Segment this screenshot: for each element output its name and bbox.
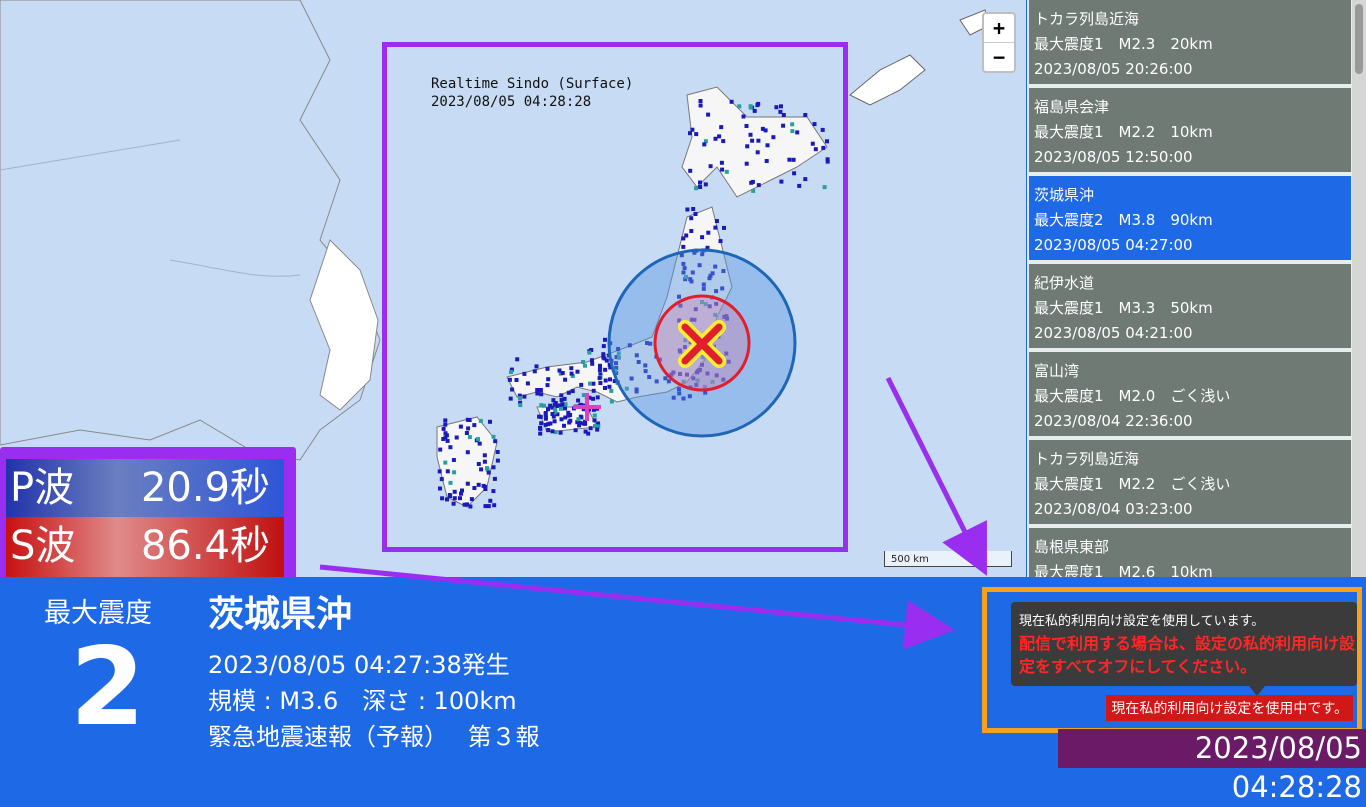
estimated-point-marker	[573, 393, 601, 421]
list-item-region: トカラ列島近海	[1034, 450, 1140, 468]
list-item[interactable]: 富山湾 最大震度1 M2.0 ごく浅い 2023/08/04 22:36:00	[1029, 352, 1351, 436]
list-item-time: 2023/08/05 04:27:00	[1034, 236, 1193, 254]
p-wave-value: 20.9秒	[140, 465, 270, 511]
list-item-detail: 最大震度1 M2.6 10km	[1034, 563, 1213, 577]
list-item-region: 福島県会津	[1034, 98, 1110, 116]
max-intensity-label: 最大震度	[44, 598, 152, 629]
list-item-time: 2023/08/05 04:21:00	[1034, 324, 1193, 342]
list-item-region: 島根県東部	[1034, 538, 1110, 556]
list-item-detail: 最大震度1 M2.2 ごく浅い	[1034, 475, 1231, 493]
list-item-detail: 最大震度2 M3.8 90km	[1034, 211, 1213, 229]
s-wave-label: S波	[10, 523, 76, 569]
list-item-detail: 最大震度1 M2.3 20km	[1034, 35, 1213, 53]
zoom-in-button[interactable]: +	[992, 16, 1006, 40]
private-use-badge: 現在私的利用向け設定を使用中です。	[1106, 695, 1353, 721]
report-number: 緊急地震速報（予報） 第３報	[208, 723, 540, 751]
zoom-control: + −	[982, 12, 1016, 73]
s-wave-row: S波 86.4秒	[6, 517, 284, 577]
list-item-detail: 最大震度1 M2.0 ごく浅い	[1034, 387, 1231, 405]
p-wave-label: P波	[10, 465, 75, 511]
epicenter-mark	[678, 320, 726, 368]
notice-warning: 配信で利用する場合は、設定の私的利用向け設定をすべてオフにしてください。	[1019, 634, 1356, 676]
private-use-notice: 現在私的利用向け設定を使用しています。 配信で利用する場合は、設定の私的利用向け…	[982, 587, 1362, 733]
list-item-selected[interactable]: 茨城県沖 最大震度2 M3.8 90km 2023/08/05 04:27:00	[1029, 176, 1351, 260]
list-item-time: 2023/08/05 20:26:00	[1034, 60, 1193, 78]
base-map	[0, 0, 991, 461]
realtime-shindo-panel: Realtime Sindo (Surface) 2023/08/05 04:2…	[382, 42, 848, 552]
japan-map	[436, 86, 830, 509]
list-scrollbar[interactable]	[1352, 0, 1366, 577]
notice-line: 現在私的利用向け設定を使用しています。	[1019, 614, 1265, 629]
list-item-time: 2023/08/04 03:23:00	[1034, 500, 1193, 518]
max-intensity-value: 2	[70, 625, 146, 750]
magnitude-depth: 規模 : M3.6 深さ : 100km	[208, 687, 517, 715]
quake-list[interactable]: トカラ列島近海 最大震度1 M2.3 20km 2023/08/05 20:26…	[1027, 0, 1366, 577]
list-item-detail: 最大震度1 M2.2 10km	[1034, 123, 1213, 141]
list-item-region: 茨城県沖	[1034, 186, 1095, 204]
list-item-region: 富山湾	[1034, 362, 1080, 380]
list-item-detail: 最大震度1 M3.3 50km	[1034, 299, 1213, 317]
list-item[interactable]: 福島県会津 最大震度1 M2.2 10km 2023/08/05 12:50:0…	[1029, 88, 1351, 172]
list-item-time: 2023/08/05 12:50:00	[1034, 148, 1193, 166]
scale-bar: 500 km	[884, 551, 1012, 567]
wave-countdown-panel: P波 20.9秒 S波 86.4秒	[0, 447, 296, 589]
epicenter-location: 茨城県沖	[208, 594, 353, 635]
occurred-time: 2023/08/05 04:27:38発生	[208, 651, 510, 679]
list-item-region: トカラ列島近海	[1034, 10, 1140, 28]
list-item-time: 2023/08/04 22:36:00	[1034, 412, 1193, 430]
zoom-out-button[interactable]: −	[984, 42, 1014, 71]
inset-title: Realtime Sindo (Surface) 2023/08/05 04:2…	[431, 76, 634, 110]
list-item[interactable]: トカラ列島近海 最大震度1 M2.3 20km 2023/08/05 20:26…	[1029, 0, 1351, 84]
p-wave-row: P波 20.9秒	[6, 459, 284, 517]
scrollbar-thumb[interactable]	[1355, 4, 1363, 74]
list-item-region: 紀伊水道	[1034, 274, 1095, 292]
list-item[interactable]: 島根県東部 最大震度1 M2.6 10km	[1029, 528, 1351, 577]
list-item[interactable]: 紀伊水道 最大震度1 M3.3 50km 2023/08/05 04:21:00	[1029, 264, 1351, 348]
list-item[interactable]: トカラ列島近海 最大震度1 M2.2 ごく浅い 2023/08/04 03:23…	[1029, 440, 1351, 524]
s-wave-value: 86.4秒	[140, 523, 270, 569]
notice-tooltip: 現在私的利用向け設定を使用しています。 配信で利用する場合は、設定の私的利用向け…	[1011, 602, 1357, 696]
current-clock: 2023/08/05 04:28:28	[1058, 729, 1366, 804]
